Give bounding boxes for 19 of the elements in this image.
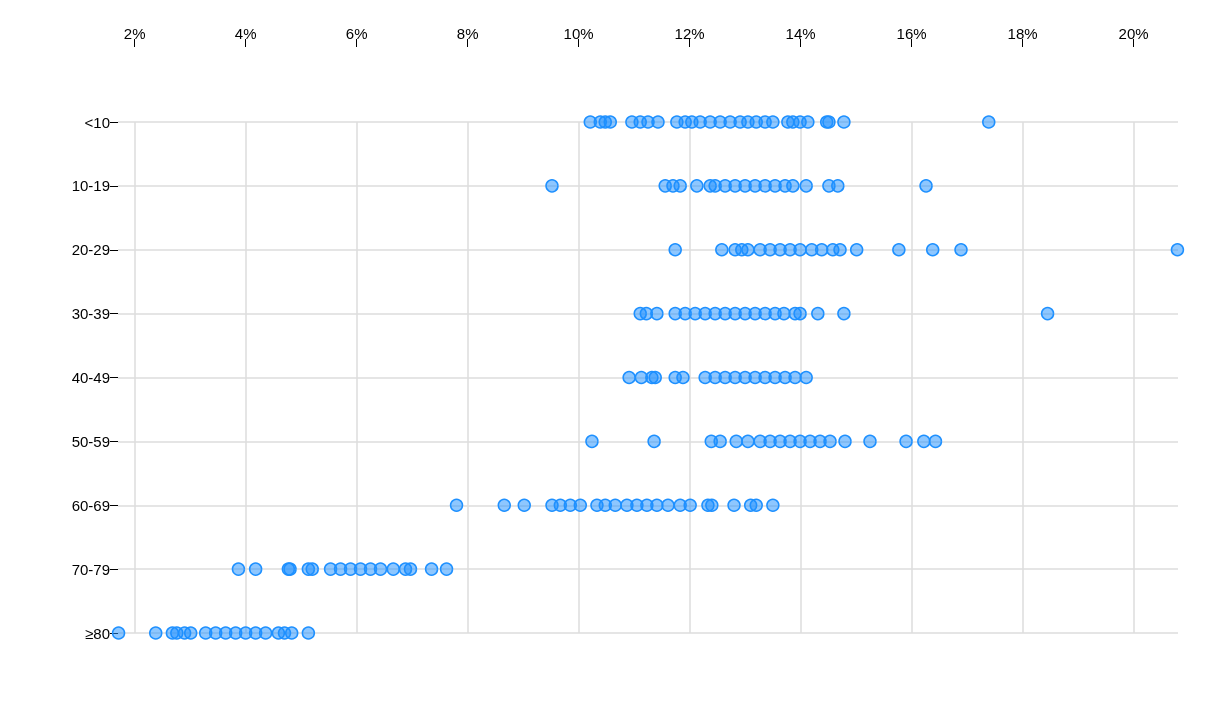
x-tick-label: 6% — [345, 25, 368, 42]
y-tick-label: 10-19 — [71, 177, 110, 195]
x-tick-label: 4% — [234, 25, 257, 42]
x-tick-label: 16% — [896, 25, 927, 42]
x-tick-label: 12% — [674, 25, 705, 42]
x-tick-label: 10% — [563, 25, 594, 42]
y-tick-label: 50-59 — [71, 432, 110, 450]
y-tick-label: 30-39 — [71, 305, 110, 323]
y-tick-label: 60-69 — [71, 496, 110, 514]
x-tick-label: 14% — [785, 25, 816, 42]
y-tick-label: 40-49 — [71, 369, 110, 386]
y-tick-label: <10 — [84, 113, 110, 131]
y-tick-label: 20-29 — [71, 241, 110, 259]
x-tick-label: 8% — [456, 25, 479, 42]
x-tick-label: 2% — [123, 25, 146, 42]
x-tick-label: 20% — [1118, 25, 1149, 42]
y-tick-label: 70-79 — [71, 560, 110, 578]
y-tick-label: ≥80 — [85, 624, 110, 642]
x-tick-label: 18% — [1007, 25, 1038, 42]
